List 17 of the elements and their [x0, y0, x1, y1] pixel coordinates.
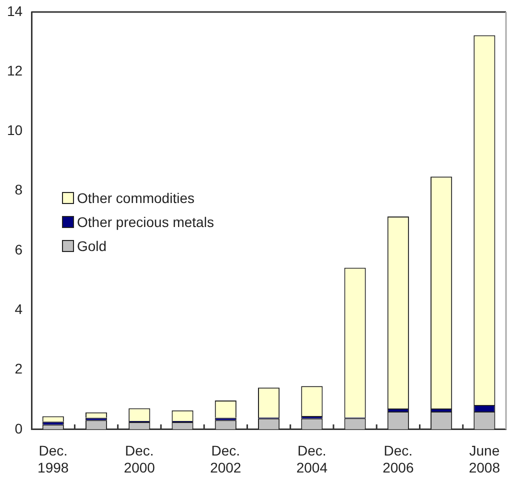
x-tick-label: Dec. 2006	[382, 442, 414, 476]
x-tick-label: June 2008	[468, 442, 500, 476]
y-tick-label: 10	[6, 122, 23, 138]
legend-label: Gold	[77, 238, 107, 254]
x-tick-label: Dec. 2004	[296, 442, 328, 476]
y-tick-label: 0	[14, 420, 23, 436]
legend-label: Other commodities	[77, 190, 194, 206]
y-tick-label: 12	[6, 62, 23, 78]
x-tick-label: Dec. 1998	[38, 442, 69, 476]
y-tick-label: 8	[14, 182, 23, 198]
y-tick-label: 2	[14, 360, 23, 377]
y-tick-label: 4	[14, 301, 23, 317]
x-tick-label: Dec. 2000	[124, 442, 156, 476]
y-tick-label: 6	[14, 241, 23, 258]
y-tick-label: 14	[6, 2, 23, 19]
x-tick-label: Dec. 2002	[210, 442, 242, 476]
legend-label: Other precious metals	[77, 214, 214, 230]
